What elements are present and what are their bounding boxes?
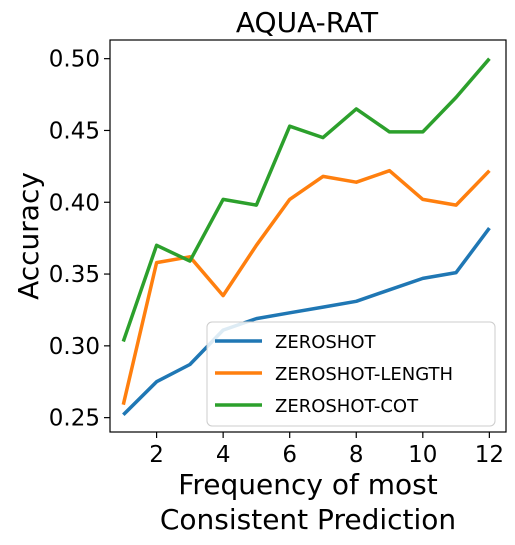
series-line-zeroshot-cot	[121, 57, 491, 343]
chart-title: AQUA-RAT	[236, 6, 379, 39]
legend-box	[206, 321, 496, 427]
x-tick-label: 6	[282, 442, 297, 468]
x-tick-label: 12	[475, 442, 504, 468]
x-axis: 2 4 6 8 10 12	[149, 432, 504, 468]
y-axis: 0.25 0.30 0.35 0.40 0.45 0.50	[49, 47, 110, 432]
x-tick-label: 8	[349, 442, 364, 468]
legend-label-zeroshot-cot: ZEROSHOT-COT	[275, 396, 419, 417]
x-tick-label: 10	[408, 442, 437, 468]
x-tick-label: 2	[149, 442, 164, 468]
x-axis-label-line1: Frequency of most	[178, 468, 437, 501]
y-tick-label: 0.40	[49, 190, 100, 216]
x-axis-label-line2: Consistent Prediction	[160, 503, 456, 536]
y-tick-label: 0.45	[49, 118, 100, 144]
y-axis-label: Accuracy	[12, 172, 45, 300]
y-tick-label: 0.25	[49, 406, 100, 432]
y-tick-label: 0.50	[49, 47, 100, 73]
series-layer	[121, 57, 491, 417]
x-tick-label: 4	[216, 442, 231, 468]
y-tick-label: 0.30	[49, 334, 100, 360]
legend-label-zeroshot-length: ZEROSHOT-LENGTH	[275, 364, 453, 385]
y-tick-label: 0.35	[49, 262, 100, 288]
series-line-zeroshot	[122, 227, 491, 417]
legend-label-zeroshot: ZEROSHOT	[275, 332, 377, 353]
plot-area	[109, 39, 507, 433]
legend: ZEROSHOT ZEROSHOT-LENGTH ZEROSHOT-COT	[206, 321, 496, 427]
